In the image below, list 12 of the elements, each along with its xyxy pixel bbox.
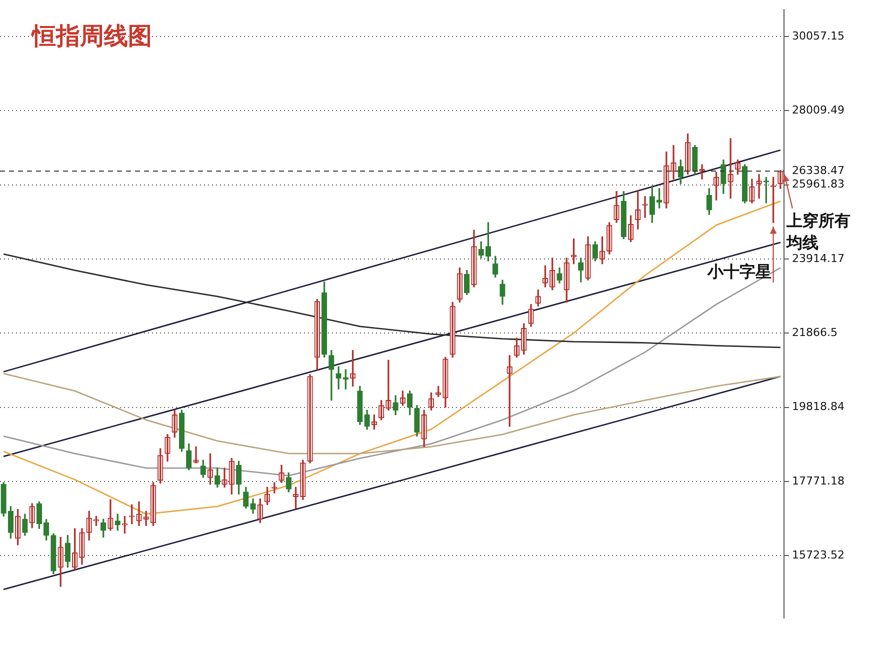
y-tick-label: 17771.18 — [792, 474, 844, 488]
annotation: 小十字星 — [707, 260, 772, 283]
y-tick-label: 23914.17 — [792, 252, 844, 265]
y-tick-label: 19818.84 — [792, 400, 844, 414]
ref-line-label: 26338.47 — [792, 164, 844, 178]
y-tick-label: 28009.49 — [792, 104, 844, 117]
text: 上穿所有均线 — [786, 210, 854, 254]
y-tick-label: 15723.52 — [792, 548, 844, 562]
y-tick-label: 25961.83 — [792, 178, 844, 191]
text: 恒指周线图 — [32, 21, 152, 52]
y-tick-label: 21866.5 — [792, 326, 838, 339]
y-tick-label: 30057.15 — [792, 29, 844, 42]
